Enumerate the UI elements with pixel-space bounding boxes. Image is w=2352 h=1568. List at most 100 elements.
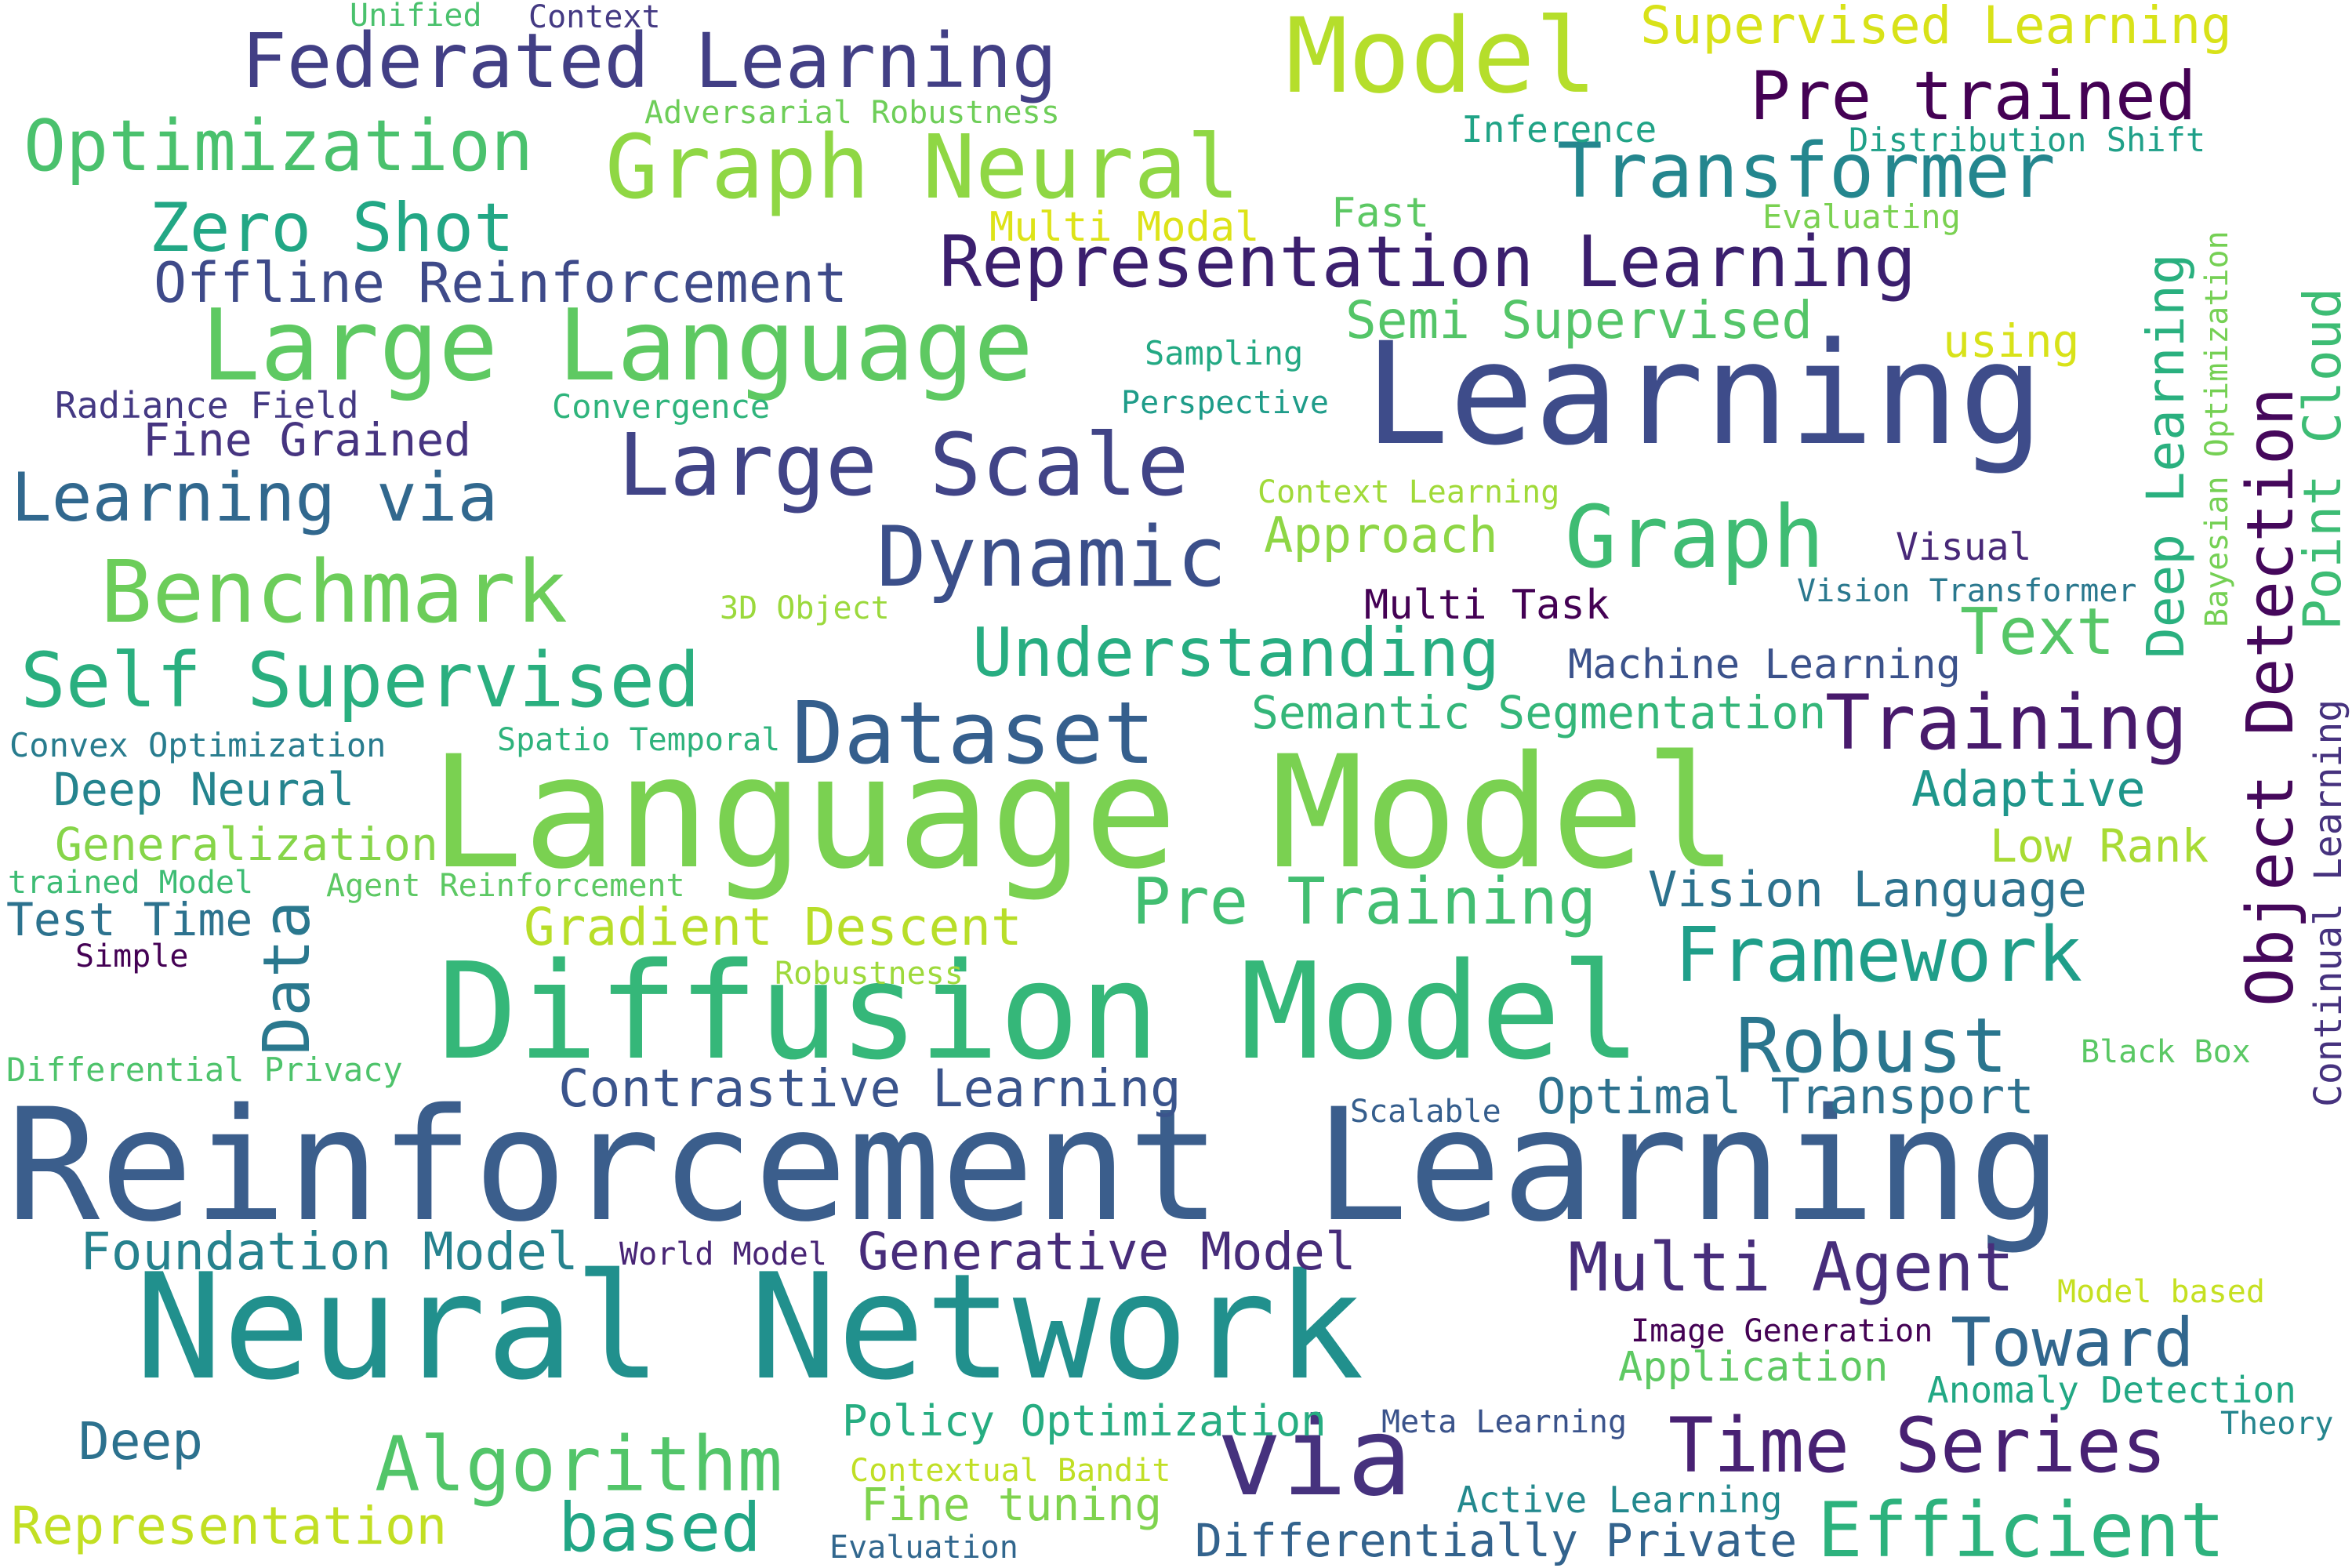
word-vision-language: Vision Language [1648,861,2087,918]
word-graph-neural: Graph Neural [605,117,1240,219]
word-multi-agent: Multi Agent [1568,1229,2015,1307]
word-robust: Robust [1736,1002,2008,1090]
word-deep: Deep [78,1411,203,1472]
word-language-model: Language Model [430,722,1738,903]
word-trained-model: trained Model [8,865,254,901]
word-generative-model: Generative Model [858,1221,1356,1282]
word-contextual-bandit: Contextual Bandit [850,1453,1171,1489]
word-sampling: Sampling [1145,334,1304,372]
word-evaluating: Evaluating [1762,198,1961,236]
word-differentially-private: Differentially Private [1195,1514,1798,1567]
word-deep-neural: Deep Neural [53,763,355,816]
word-representation-learning: Representation Learning [939,221,1917,303]
word-pre-training: Pre Training [1132,865,1597,939]
word-test-time: Test Time [6,893,253,946]
word-federated-learning: Federated Learning [241,17,1058,105]
word-benchmark: Benchmark [100,542,568,642]
word-convex-optimization: Convex Optimization [9,726,387,764]
word-theory: Theory [2220,1406,2334,1442]
word-fine-tuning: Fine tuning [861,1478,1163,1531]
word-fine-grained: Fine Grained [143,413,472,466]
word-offline-reinforcement: Offline Reinforcement [154,251,848,315]
word-gradient-descent: Gradient Descent [524,897,1022,957]
word-self-supervised: Self Supervised [20,637,700,724]
word-zero-shot: Zero Shot [149,189,514,267]
word-world-model: World Model [619,1236,827,1272]
word-optimization: Optimization [24,105,534,187]
word-active-learning: Active Learning [1457,1479,1783,1521]
word-approach: Approach [1264,506,1498,564]
word-large-language: Large Language [201,288,1034,403]
word-using: using [1943,314,2080,368]
word-graph: Graph [1565,487,1825,587]
word-neural-network: Neural Network [135,1242,1364,1412]
word-large-scale: Large Scale [618,415,1189,515]
word-based: based [558,1489,761,1567]
word-semantic-segmentation: Semantic Segmentation [1251,686,1827,739]
word-multi-task: Multi Task [1364,582,1610,629]
word-context-learning: Context Learning [1258,474,1560,510]
word-inference: Inference [1461,108,1657,151]
word-dynamic: Dynamic [877,509,1227,605]
word-algorithm: Algorithm [375,1421,783,1508]
word-model-based: Model based [2057,1274,2265,1310]
word-toward: Toward [1951,1304,2194,1382]
word-via: via [1217,1394,1413,1520]
word-text: Text [1960,595,2115,670]
word-learning: Learning [1364,313,2044,477]
word-optimal-transport: Optimal Transport [1537,1068,2034,1125]
word-machine-learning: Machine Learning [1568,641,1961,688]
word-deep-learning: Deep Learning [2136,253,2196,659]
word-context: Context [528,0,661,35]
word-low-rank: Low Rank [1990,819,2209,873]
word-scalable: Scalable [1350,1094,1501,1130]
word-continual-learning: Continual Learning [2307,699,2350,1107]
word-time-series: Time Series [1668,1402,2167,1490]
word-simple: Simple [75,938,189,975]
word-model: Model [1286,0,1598,117]
word-contrastive-learning: Contrastive Learning [558,1058,1181,1119]
word-vision-transformer: Vision Transformer [1797,573,2137,609]
word-policy-optimization: Policy Optimization [842,1396,1327,1446]
word-black-box: Black Box [2081,1034,2251,1070]
word-perspective: Perspective [1121,385,1329,421]
word-application: Application [1618,1344,1889,1391]
word-data: Data [250,900,325,1055]
word-dataset: Dataset [792,683,1156,783]
word-pre-trained: Pre trained [1750,57,2197,136]
word-robustness: Robustness [775,956,964,992]
word-foundation-model: Foundation Model [80,1221,579,1282]
word-learning-via: Learning via [11,459,499,537]
word-training: Training [1825,679,2188,767]
word-bayesian-optimization: Bayesian Optimization [2199,230,2235,627]
word-adaptive: Adaptive [1911,760,2146,818]
word-meta-learning: Meta Learning [1381,1404,1628,1440]
word-understanding: Understanding [972,614,1501,692]
word-image-generation: Image Generation [1631,1313,1933,1349]
word-radiance-field: Radiance Field [55,384,359,426]
word-agent-reinforcement: Agent Reinforcement [326,868,685,904]
word-evaluation: Evaluation [829,1530,1018,1566]
word-convergence: Convergence [552,387,771,426]
word-representation: Representation [11,1496,448,1556]
word-reinforcement-learning: Reinforcement Learning [6,1075,2063,1256]
word-point-cloud: Point Cloud [2292,287,2352,630]
word-framework: Framework [1675,911,2083,999]
word-transformer: Transformer [1557,127,2056,215]
word-efficient: Efficient [1817,1486,2226,1568]
word-spatio-temporal: Spatio Temporal [497,722,781,758]
word-adversarial-robustness: Adversarial Robustness [644,95,1060,131]
word-3d-object: 3D Object [720,590,890,626]
word-diffusion-model: Diffusion Model [437,935,1642,1090]
word-fast: Fast [1331,190,1430,237]
word-unified: Unified [350,0,482,34]
word-differential-privacy: Differential Privacy [6,1051,403,1089]
word-supervised-learning: Supervised Learning [1640,0,2232,56]
word-generalization: Generalization [55,818,438,871]
word-distribution-shift: Distribution Shift [1849,121,2206,159]
word-anomaly-detection: Anomaly Detection [1927,1369,2296,1411]
word-visual: Visual [1896,525,2032,569]
word-semi-supervised: Semi Supervised [1345,290,1813,350]
word-multi-modal: Multi Modal [989,204,1260,251]
